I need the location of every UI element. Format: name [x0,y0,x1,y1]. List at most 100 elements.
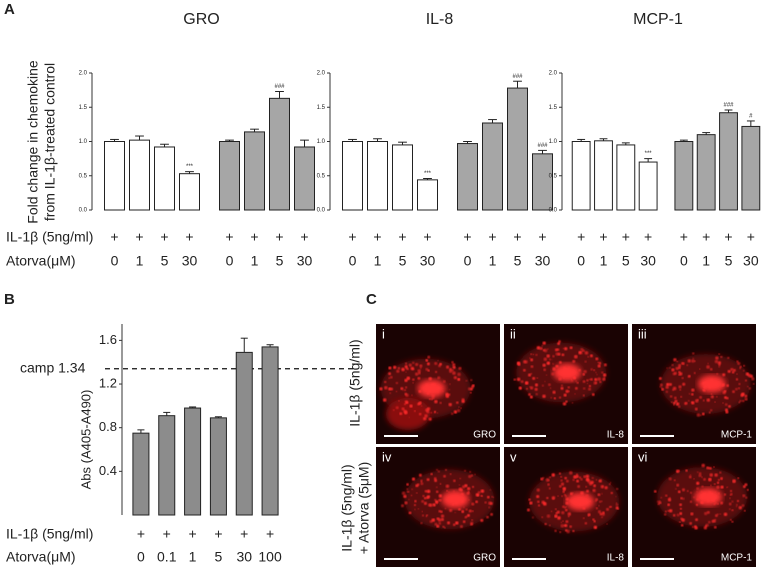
granule [587,355,590,358]
granule [536,346,541,350]
granule [591,393,595,396]
granule [457,372,461,377]
granule [442,380,446,383]
granule [685,469,688,472]
granule [748,387,752,390]
chart-title: IL-8 [426,11,454,28]
annotation: ### [537,143,548,149]
granule [565,506,567,508]
granule [701,476,703,479]
granule [729,518,732,521]
image-numeral: iii [638,326,647,341]
granule [436,524,440,528]
granule [744,483,748,487]
granule [536,495,540,499]
granule [598,361,602,365]
granule [419,367,422,369]
granule [587,513,591,517]
granule [731,509,734,512]
bar [244,131,265,211]
annotation: *** [424,171,432,177]
image-marker: MCP-1 [721,430,753,441]
y-tick-label: 1.2 [99,375,117,390]
y-tick-label: 0.5 [317,173,326,179]
granule [433,410,437,413]
granule [546,496,549,500]
granule [672,386,677,391]
granule [658,500,661,502]
granule [601,512,605,517]
granule [695,518,699,522]
y-tick-label: 1.5 [317,105,326,111]
x-tick-label: 1 [702,253,710,269]
granule [722,373,726,377]
granule [572,492,574,494]
bar [482,122,503,211]
granule [448,369,453,373]
bar [235,351,253,516]
granule [597,510,602,514]
bar [719,112,738,211]
granule [415,362,419,367]
granule [543,368,546,372]
granule [686,364,689,367]
granule [572,359,576,363]
granule [582,380,586,383]
y-tick-label: 0.0 [317,208,326,214]
granule [584,351,589,355]
granule [416,492,418,494]
y-tick-label: 1.0 [549,139,558,145]
granule [461,398,465,401]
nucleus-signal [694,487,723,506]
granule [565,520,569,524]
granule [561,495,563,497]
x-tick-label: 0 [577,253,585,269]
granule [425,359,428,362]
granule [687,399,690,402]
granule [459,477,461,480]
granule [560,476,562,478]
granule [401,407,405,411]
granule [722,402,724,404]
granule [405,401,409,405]
granule [713,525,717,529]
x-tick-label: 30 [182,253,198,269]
x-tick-label: 5 [399,253,407,269]
granule [719,471,722,474]
granule [461,485,466,489]
granule [583,369,587,374]
granule [467,513,470,517]
granule [529,501,533,505]
granule [461,510,465,513]
bar [616,144,636,211]
granule [440,517,445,522]
granule [689,522,693,525]
granule [745,496,748,499]
granule [742,485,746,489]
granule [696,503,698,506]
y-tick-label: 1.0 [317,139,326,145]
treatment-label: + [702,229,710,245]
granule [401,491,406,496]
granule [444,468,448,472]
granule [715,356,719,360]
granule [573,475,578,479]
bar [507,87,528,211]
granule [583,475,587,479]
y-tick-label: 2.0 [549,71,558,77]
granule [552,390,556,394]
x-tick-label: 30 [743,253,759,269]
treatment-label: + [300,229,308,245]
granule [566,529,570,534]
granule [522,360,527,364]
panel-letter: C [366,291,377,308]
y-axis-label: Abs (A405-A490) [78,390,93,490]
treatment-label: + [622,229,630,245]
granule [405,362,408,365]
granule [554,348,558,352]
granule [464,469,467,472]
granule [404,392,408,396]
bar [132,432,150,516]
granule [546,354,550,358]
granule [452,371,456,375]
